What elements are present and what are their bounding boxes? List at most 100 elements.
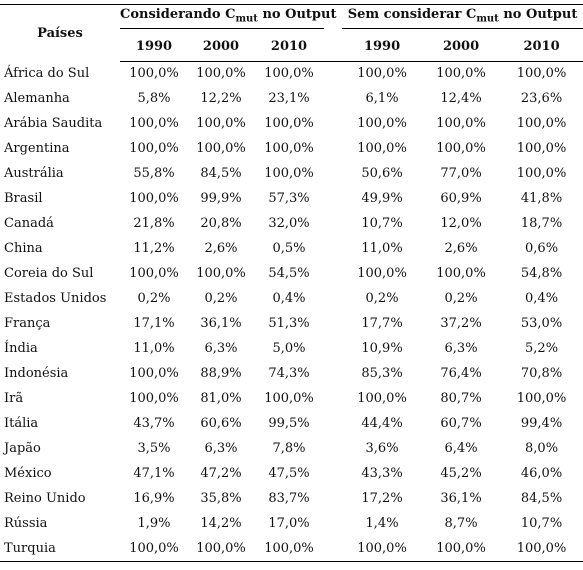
value: 16,9%	[133, 491, 175, 506]
value: 10,7%	[361, 216, 403, 231]
value: 11,0%	[361, 241, 403, 256]
value: 54,8%	[520, 266, 563, 281]
value: 14,2%	[200, 516, 242, 531]
country-header: Países	[0, 4, 120, 61]
value: 100,0%	[264, 166, 314, 181]
year: 2010	[500, 31, 583, 62]
year: 2000	[422, 31, 501, 62]
value: 17,7%	[361, 316, 403, 331]
value: 0,2%	[137, 291, 171, 306]
value: 100,0%	[436, 116, 486, 131]
year: 2010	[254, 31, 325, 62]
table-row: Turquia 100,0% 100,0% 100,0% 100,0% 100,0% 100…	[0, 536, 583, 562]
value: 6,3%	[204, 341, 238, 356]
table-row: Rússia 1,9% 14,2% 17,0% 1,4% 8,7% 10,7%	[0, 511, 583, 536]
table-row: Irã 100,0% 81,0% 100,0% 100,0% 80,7% 100,0%	[0, 386, 583, 411]
group-suffix: no Output	[262, 7, 337, 23]
value: 47,2%	[200, 466, 242, 481]
value: 12,4%	[440, 91, 482, 106]
country: Índia	[4, 341, 38, 356]
value: 100,0%	[516, 66, 567, 82]
value: 3,6%	[365, 441, 399, 456]
value: 100,0%	[342, 536, 423, 562]
table-row: Argentina 100,0% 100,0% 100,0% 100,0% 100,0% 1…	[0, 136, 583, 161]
value: 47,5%	[268, 466, 310, 481]
value: 85,3%	[361, 366, 403, 381]
value: 70,8%	[520, 366, 563, 381]
value: 100,0%	[357, 66, 407, 82]
year: 1990	[120, 31, 188, 62]
value: 100,0%	[357, 266, 407, 281]
value: 100,0%	[129, 116, 179, 131]
table-row: Arábia Saudita 100,0% 100,0% 100,0% 100,0% 10…	[0, 111, 583, 136]
value: 5,2%	[525, 341, 559, 356]
value: 80,7%	[440, 391, 482, 406]
group-suffix: no Output	[503, 7, 578, 23]
value: 49,9%	[361, 191, 403, 206]
value: 43,7%	[133, 416, 175, 431]
value: 100,0%	[436, 66, 486, 82]
value: 23,1%	[268, 91, 310, 106]
value: 53,0%	[520, 316, 563, 331]
value: 6,4%	[444, 441, 478, 456]
value: 0,2%	[365, 291, 399, 306]
value: 41,8%	[520, 191, 563, 206]
country: Alemanha	[4, 91, 70, 106]
value: 100,0%	[188, 536, 254, 562]
table-row: Indonésia 100,0% 88,9% 74,3% 85,3% 76,4% 70,8%	[0, 361, 583, 386]
value: 100,0%	[264, 391, 314, 406]
value: 81,0%	[200, 391, 242, 406]
country: Reino Unido	[4, 491, 86, 506]
value: 100,0%	[120, 536, 188, 562]
value: 44,4%	[361, 416, 403, 431]
value: 100,0%	[436, 266, 486, 281]
value: 36,1%	[200, 316, 242, 331]
group-sub: mut	[476, 14, 499, 26]
country: Japão	[4, 441, 41, 456]
country: Canadá	[4, 216, 54, 231]
value: 0,4%	[525, 291, 559, 306]
value: 100,0%	[129, 266, 179, 281]
group-header: Sem considerar Cmut no Output	[342, 4, 583, 32]
value: 57,3%	[268, 191, 310, 206]
value: 76,4%	[440, 366, 482, 381]
country: China	[4, 241, 43, 256]
value: 0,2%	[444, 291, 478, 306]
value: 7,8%	[272, 441, 306, 456]
value: 17,1%	[133, 316, 175, 331]
value: 54,5%	[268, 266, 310, 281]
page: Países Considerando C mut no Output Sem c…	[0, 4, 583, 570]
value: 100,0%	[196, 116, 246, 131]
value: 12,0%	[440, 216, 482, 231]
country: África do Sul	[4, 66, 90, 81]
header-row: Países Considerando C mut no Output Sem c…	[0, 4, 583, 61]
table-row: África do Sul 100,0% 100,0% 100,0% 100,0% 100…	[0, 61, 583, 86]
table-row: Japão 3,5% 6,3% 7,8% 3,6% 6,4% 8,0%	[0, 436, 583, 461]
table-row: Coreia do Sul 100,0% 100,0% 54,5% 100,0% 100,…	[0, 261, 583, 286]
table-row: Reino Unido 16,9% 35,8% 83,7% 17,2% 36,1% 84,5…	[0, 486, 583, 511]
value: 11,0%	[133, 341, 175, 356]
value: 84,5%	[520, 491, 563, 506]
group-prefix: Sem considerar C	[347, 7, 477, 23]
value: 100,0%	[129, 141, 179, 156]
value: 100,0%	[196, 66, 246, 82]
value: 100,0%	[196, 266, 246, 281]
table-row: México 47,1% 47,2% 47,5% 43,3% 45,2% 46,0%	[0, 461, 583, 486]
value: 51,3%	[268, 316, 310, 331]
group-prefix: Considerando C	[120, 7, 236, 23]
value: 50,6%	[361, 166, 403, 181]
value: 55,8%	[133, 166, 175, 181]
table-row: França 17,1% 36,1% 51,3% 17,7% 37,2% 53,0%	[0, 311, 583, 336]
value: 6,3%	[204, 441, 238, 456]
value: 77,0%	[440, 166, 482, 181]
year: 1990	[342, 31, 423, 62]
value: 6,1%	[365, 91, 399, 106]
year-row: 1990 2000 2010 1990 2000 2010	[0, 31, 583, 62]
country: Indonésia	[4, 366, 69, 381]
value: 18,7%	[520, 216, 563, 231]
value: 3,5%	[137, 441, 171, 456]
value: 17,0%	[268, 516, 310, 531]
table-row: Índia 11,0% 6,3% 5,0% 10,9% 6,3% 5,2%	[0, 336, 583, 361]
value: 47,1%	[133, 466, 175, 481]
value: 100,0%	[357, 116, 407, 131]
